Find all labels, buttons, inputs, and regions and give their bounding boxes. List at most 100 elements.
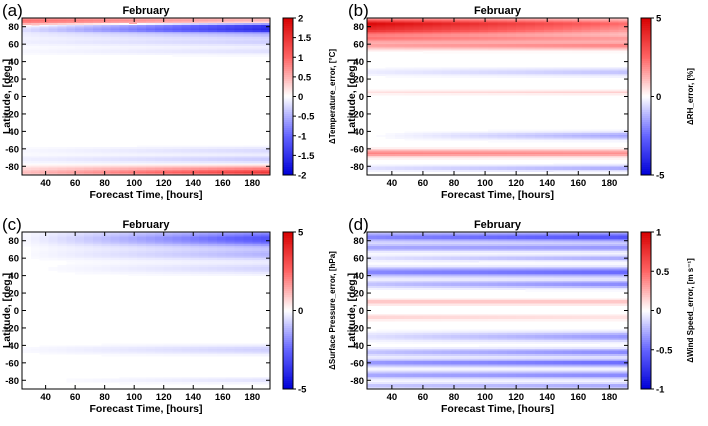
heatmap-cell: [600, 138, 610, 141]
heatmap-cell: [385, 154, 396, 157]
heatmap-cell: [404, 256, 415, 259]
heatmap-cell: [516, 244, 527, 247]
heatmap-cell: [553, 35, 564, 38]
colorbar-swatch: [283, 92, 293, 96]
heatmap-cell: [590, 33, 601, 37]
heatmap-cell: [581, 49, 592, 52]
heatmap-cell: [75, 235, 85, 238]
heatmap-cell: [525, 66, 536, 70]
heatmap-cell: [581, 277, 592, 280]
heatmap-cell: [525, 244, 536, 247]
heatmap-cell: [39, 345, 50, 348]
heatmap-cell: [243, 19, 253, 23]
heatmap-cell: [441, 47, 452, 50]
heatmap-cell: [497, 49, 508, 52]
heatmap-cell: [553, 303, 564, 306]
heatmap-cell: [119, 235, 129, 238]
heatmap-cell: [460, 45, 471, 49]
heatmap-cell: [234, 45, 245, 49]
heatmap-cell: [119, 35, 129, 38]
heatmap-cell: [469, 150, 480, 153]
heatmap-cell: [590, 247, 601, 251]
heatmap-cell: [450, 252, 461, 256]
heatmap-cell: [618, 300, 629, 303]
heatmap-cell: [234, 348, 245, 352]
heatmap-cell: [30, 18, 41, 21]
heatmap-cell: [544, 73, 555, 77]
heatmap-cell: [506, 18, 517, 21]
heatmap-cell: [506, 303, 517, 306]
heatmap-cell: [137, 249, 147, 252]
heatmap-cell: [252, 382, 262, 385]
heatmap-cell: [199, 251, 209, 254]
heatmap-cell: [413, 303, 424, 306]
colorbar-swatch: [283, 82, 293, 86]
heatmap-cell: [553, 168, 564, 171]
heatmap-cell: [441, 249, 452, 252]
heatmap-cell: [92, 254, 103, 258]
heatmap-cell: [562, 93, 573, 96]
heatmap-cell: [609, 21, 620, 24]
colorbar-swatch: [641, 171, 651, 174]
heatmap-cell: [618, 166, 629, 169]
heatmap-cell: [413, 154, 424, 157]
heatmap-cell: [562, 91, 573, 94]
heatmap-cell: [497, 166, 508, 169]
heatmap-cell: [413, 19, 424, 23]
heatmap-cell: [441, 49, 452, 52]
heatmap-cell: [525, 282, 536, 285]
heatmap-cell: [413, 258, 424, 261]
colorbar-swatch: [641, 35, 651, 39]
heatmap-cell: [497, 313, 508, 317]
heatmap-cell: [92, 169, 103, 173]
heatmap-cell: [190, 47, 200, 50]
heatmap-cell: [39, 155, 50, 159]
heatmap-cell: [252, 49, 262, 52]
heatmap-cell: [609, 164, 620, 167]
heatmap-cell: [199, 266, 209, 270]
colorbar-swatch: [283, 141, 293, 145]
heatmap-cell: [22, 148, 32, 152]
heatmap-cell: [506, 45, 517, 49]
heatmap-cell: [367, 44, 377, 47]
heatmap-cell: [385, 313, 396, 317]
heatmap-cell: [469, 263, 480, 266]
heatmap-cell: [441, 136, 452, 139]
heatmap-cell: [119, 52, 129, 56]
heatmap-cell: [385, 336, 396, 340]
heatmap-cell: [128, 148, 138, 152]
heatmap-cell: [600, 313, 610, 317]
heatmap-cell: [422, 70, 433, 73]
heatmap-cell: [163, 240, 174, 244]
heatmap-cell: [119, 148, 129, 152]
heatmap-cell: [488, 152, 499, 155]
heatmap-cell: [57, 161, 67, 164]
heatmap-cell: [367, 242, 377, 245]
heatmap-cell: [441, 168, 452, 171]
heatmap-cell: [413, 21, 424, 24]
heatmap-cell: [404, 23, 415, 26]
heatmap-cell: [376, 70, 387, 73]
heatmap-cell: [394, 49, 405, 52]
heatmap-cell: [119, 261, 129, 264]
heatmap-cell: [128, 376, 138, 380]
heatmap-cell: [534, 289, 545, 292]
heatmap-cell: [581, 33, 592, 37]
heatmap-cell: [590, 313, 601, 317]
heatmap-cell: [572, 319, 582, 322]
heatmap-cell: [137, 45, 147, 49]
heatmap-cell: [618, 277, 629, 280]
heatmap-cell: [146, 348, 156, 352]
heatmap-cell: [572, 30, 582, 33]
heatmap-cell: [478, 31, 489, 35]
heatmap-cell: [243, 157, 253, 160]
heatmap-cell: [525, 289, 536, 292]
heatmap-cell: [394, 38, 405, 42]
colorbar-swatch: [283, 173, 293, 176]
heatmap-cell: [516, 150, 527, 153]
heatmap-cell: [516, 242, 527, 245]
heatmap-cell: [618, 49, 629, 52]
heatmap-cell: [208, 47, 218, 50]
heatmap-cell: [92, 352, 103, 355]
heatmap-cell: [562, 272, 573, 275]
